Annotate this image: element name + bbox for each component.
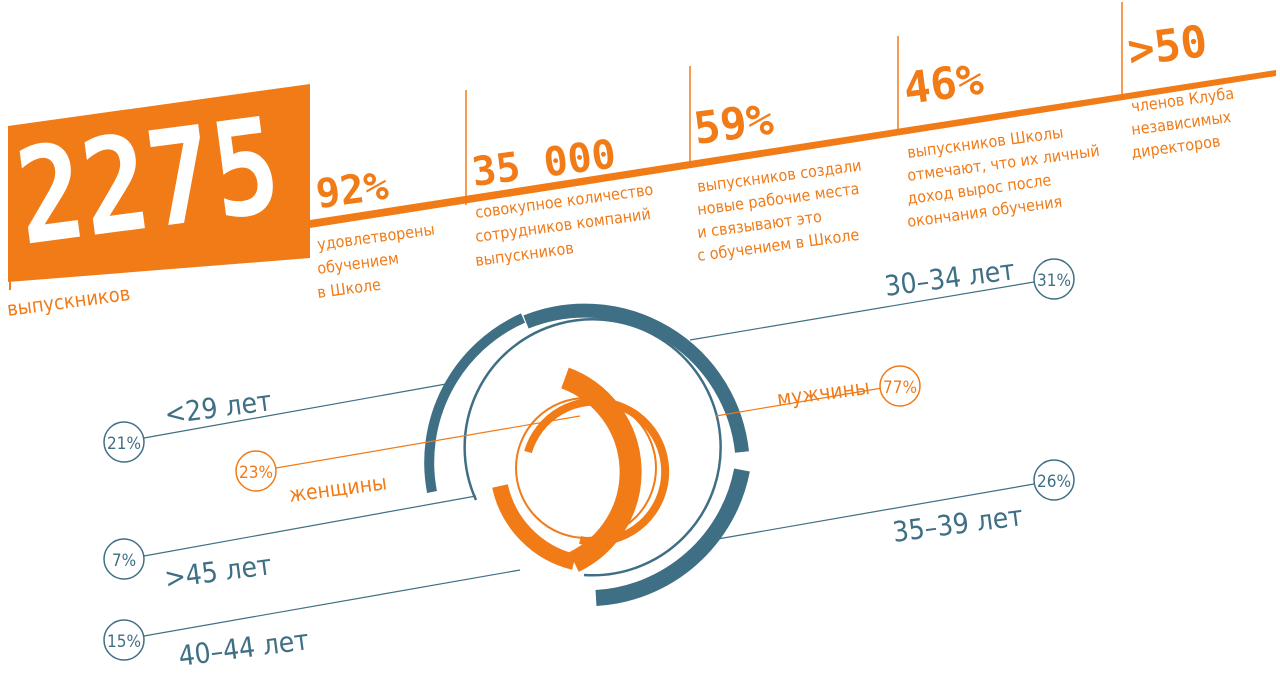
men-percent: 77% [883,378,917,398]
age-under-29: 21% <29 лет [103,384,274,463]
connector-age-under-29 [143,383,447,439]
connector-age-40-44 [143,569,521,637]
gender-men: 77% мужчины [776,365,921,411]
bubble-age-under-29 [103,421,145,463]
age-40-44-percent: 15% [107,632,141,652]
gender-ring-men-2 [492,484,577,570]
demographics-rings [424,303,750,606]
satisfied-label-line: удовлетворены [316,220,436,254]
bubble-women [235,450,277,492]
satisfied-value: 92% [313,163,391,218]
connector-women [275,415,581,469]
connector-age-over-45 [143,495,477,557]
bubble-men [879,365,921,407]
jobs-value: 59% [691,94,777,155]
bubble-age-over-45 [103,538,145,580]
satisfied-label-line: обучением [316,248,400,278]
age-ring-arc-left [424,313,526,493]
gender-ring-center [515,397,657,539]
graduates-value: 2275 [8,89,288,276]
age-under-29-label: <29 лет [163,384,274,431]
income-value: 46% [901,54,987,115]
age-ring-arc-main [523,303,749,453]
connector-age-30-34 [689,281,1035,341]
age-40-44: 15% 40–44 лет [103,619,311,673]
connector-lines [143,281,1035,637]
gender-women: 23% женщины [235,450,389,507]
connector-age-35-39 [711,483,1035,541]
age-over-45-percent: 7% [112,551,136,571]
age-30-34: 31% 30–34 лет [883,253,1075,303]
age-35-39-percent: 26% [1037,472,1071,492]
women-label: женщины [288,470,389,507]
men-label: мужчины [776,375,872,411]
graduates-block [8,84,310,282]
stats-band: 2275 выпускников 92% удовлетвореныобучен… [6,2,1276,321]
age-30-34-percent: 31% [1037,271,1071,291]
satisfied-label-line: в Школе [316,275,382,302]
age-30-34-label: 30–34 лет [883,253,1017,303]
gender-ring-women [524,397,670,546]
club-value: >50 [1125,16,1210,77]
age-over-45-label: >45 лет [163,548,274,595]
bubble-age-30-34 [1033,258,1075,300]
stats-slant-bar [310,70,1276,228]
connector-men [715,387,883,417]
women-percent: 23% [239,463,273,483]
age-40-44-label: 40–44 лет [177,623,311,673]
age-ring-arc-bottom [595,468,750,606]
bubble-age-35-39 [1033,459,1075,501]
age-under-29-percent: 21% [107,434,141,454]
bubble-age-40-44 [103,619,145,661]
age-35-39-label: 35–39 лет [891,499,1025,549]
age-ring-inner [463,318,722,577]
graduates-label: выпускников [6,281,132,321]
